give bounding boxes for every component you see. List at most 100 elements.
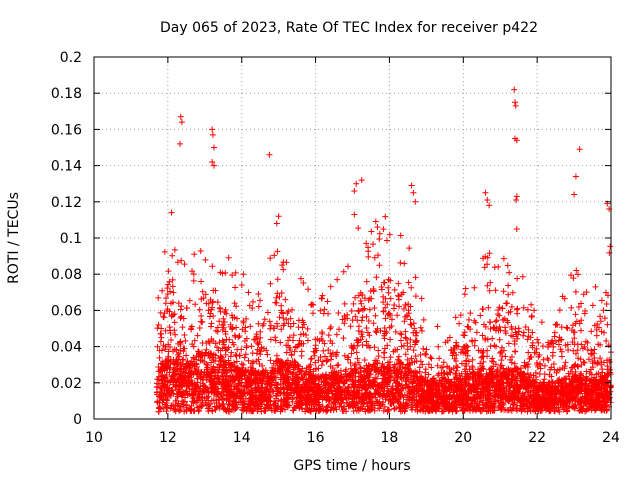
- data-point: [365, 248, 372, 255]
- data-point: [506, 269, 513, 276]
- data-point: [273, 294, 280, 301]
- data-point: [255, 303, 262, 310]
- data-point: [373, 274, 380, 281]
- data-point: [340, 335, 347, 342]
- data-point: [471, 284, 478, 291]
- data-point: [400, 342, 407, 349]
- data-point: [207, 323, 214, 330]
- data-point: [490, 324, 497, 331]
- data-point: [183, 352, 190, 359]
- data-point: [386, 231, 393, 238]
- data-point: [304, 337, 311, 344]
- data-point: [570, 347, 577, 354]
- data-point: [519, 273, 526, 280]
- data-point: [496, 312, 503, 319]
- data-point: [212, 358, 219, 365]
- data-point: [234, 315, 241, 322]
- data-point: [493, 317, 500, 324]
- data-point: [295, 363, 302, 370]
- data-point: [487, 319, 494, 326]
- data-point: [359, 341, 366, 348]
- data-point: [500, 255, 507, 262]
- data-point: [363, 278, 370, 285]
- data-point: [573, 267, 580, 274]
- data-point: [366, 332, 373, 339]
- data-point: [387, 354, 394, 361]
- data-point: [465, 316, 472, 323]
- data-point: [282, 296, 289, 303]
- data-point: [382, 213, 389, 220]
- data-point: [376, 236, 383, 243]
- data-point: [257, 351, 264, 358]
- data-point: [233, 358, 240, 365]
- data-point: [321, 306, 328, 313]
- data-point: [225, 254, 232, 261]
- data-point: [273, 299, 280, 306]
- data-point: [597, 355, 604, 362]
- data-point: [363, 325, 370, 332]
- data-point: [227, 353, 234, 360]
- data-point: [553, 369, 560, 376]
- data-point: [400, 305, 407, 312]
- data-point: [229, 272, 236, 279]
- data-point: [417, 324, 424, 331]
- data-point: [496, 323, 503, 330]
- data-point: [386, 324, 393, 331]
- data-point: [565, 347, 572, 354]
- data-point: [181, 332, 188, 339]
- data-point: [500, 316, 507, 323]
- data-point: [202, 256, 209, 263]
- data-point: [257, 297, 264, 304]
- data-point: [511, 348, 518, 355]
- data-point: [299, 324, 306, 331]
- data-point: [318, 362, 325, 369]
- data-point: [198, 278, 205, 285]
- data-point: [267, 357, 274, 364]
- data-point: [280, 266, 287, 273]
- data-point: [273, 352, 280, 359]
- data-point: [436, 355, 443, 362]
- data-point: [290, 320, 297, 327]
- data-point: [534, 336, 541, 343]
- data-point: [402, 328, 409, 335]
- data-point: [249, 298, 256, 305]
- data-point: [347, 323, 354, 330]
- data-point: [199, 340, 206, 347]
- data-point: [505, 282, 512, 289]
- data-point: [404, 346, 411, 353]
- data-point: [327, 363, 334, 370]
- data-point: [504, 300, 511, 307]
- data-point: [335, 361, 342, 368]
- data-point: [505, 340, 512, 347]
- data-point: [473, 329, 480, 336]
- data-point: [509, 289, 516, 296]
- data-point: [383, 237, 390, 244]
- data-point: [562, 359, 569, 366]
- data-point: [496, 304, 503, 311]
- data-point: [169, 252, 176, 259]
- data-point: [164, 285, 171, 292]
- data-point: [376, 230, 383, 237]
- data-point: [329, 349, 336, 356]
- data-point: [289, 306, 296, 313]
- data-point: [161, 248, 168, 255]
- data-point: [170, 311, 177, 318]
- data-point: [405, 279, 412, 286]
- data-point: [514, 275, 521, 282]
- data-point: [499, 305, 506, 312]
- data-point: [602, 289, 609, 296]
- data-point: [267, 280, 274, 287]
- data-point: [520, 332, 527, 339]
- data-point: [327, 350, 334, 357]
- data-point: [274, 276, 281, 283]
- data-point: [464, 323, 471, 330]
- data-point: [603, 300, 610, 307]
- data-point: [298, 352, 305, 359]
- data-point: [195, 348, 202, 355]
- data-point: [169, 387, 176, 394]
- data-point: [497, 348, 504, 355]
- data-point: [574, 347, 581, 354]
- data-point: [279, 262, 286, 269]
- data-point: [381, 403, 388, 410]
- data-point: [235, 334, 242, 341]
